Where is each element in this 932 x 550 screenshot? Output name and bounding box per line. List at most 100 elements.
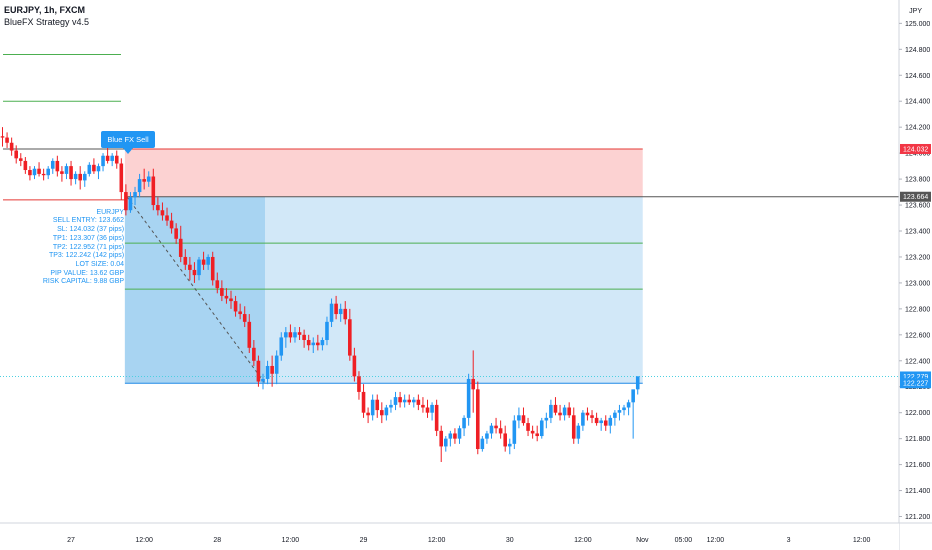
candle-body [146, 176, 151, 182]
price-tick-label: 124.400 [905, 99, 930, 106]
candle-body [439, 430, 444, 447]
candle-body [549, 404, 553, 418]
candle [82, 171, 87, 187]
candle [571, 407, 576, 444]
candle-body [28, 170, 32, 176]
candle-body [366, 412, 370, 416]
candle [64, 163, 69, 180]
candle-body [370, 399, 375, 416]
price-tick-label: 123.800 [905, 177, 930, 184]
candle-body [393, 397, 398, 405]
candle [128, 192, 133, 213]
candle-body [421, 404, 425, 408]
candle-body [46, 168, 50, 176]
candle [416, 394, 421, 411]
candle [530, 425, 535, 439]
candle-body [375, 399, 380, 411]
candle-body [443, 438, 448, 447]
candle [581, 410, 585, 431]
candle-body [503, 433, 507, 447]
time-tick-label: 3 [787, 537, 791, 544]
price-tick-label: 124.800 [905, 47, 930, 54]
candle [316, 334, 320, 351]
candle-body [448, 433, 453, 439]
info-lot-size: LOT SIZE: 0.04 [75, 260, 125, 268]
candle [256, 355, 261, 387]
candle-body [380, 410, 384, 416]
candle [14, 145, 19, 164]
candle [475, 381, 480, 455]
candle [558, 404, 562, 421]
candle-body [498, 428, 503, 434]
candle-body [229, 298, 233, 302]
candle [224, 288, 229, 304]
candle [142, 168, 146, 190]
candle-body [137, 179, 142, 193]
candle [201, 251, 206, 270]
candle [110, 153, 114, 167]
candle-body [599, 420, 603, 424]
candle-body [631, 389, 635, 403]
candle [402, 394, 407, 408]
candle [50, 158, 55, 174]
candle [101, 153, 105, 172]
candle [494, 417, 498, 434]
price-label-text: 124.032 [903, 146, 928, 153]
candle [521, 407, 526, 426]
price-label-bg [900, 378, 931, 389]
candle-body [320, 340, 325, 346]
candle-body [384, 407, 389, 416]
candle [626, 399, 631, 416]
candle [366, 407, 370, 424]
candle-body [32, 168, 37, 176]
candle-body [613, 412, 617, 418]
candle [448, 430, 453, 447]
candle-body [41, 173, 46, 176]
take-profit-reached-zone [124, 196, 265, 384]
candle [306, 334, 311, 351]
candle [28, 166, 32, 181]
candle-body [192, 269, 197, 276]
currency-label: JPY [909, 8, 922, 15]
candle [343, 301, 348, 325]
candle-body [329, 303, 334, 322]
candle-body [92, 164, 96, 172]
info-sell-entry: SELL ENTRY: 123.662 [52, 217, 125, 225]
candle-body [302, 334, 306, 341]
candle-body [142, 179, 146, 182]
price-tick-label: 124.600 [905, 73, 930, 80]
candle-body [224, 295, 229, 299]
candle-body [23, 160, 28, 171]
level-lines [0, 54, 899, 384]
candle [265, 360, 270, 385]
candle [384, 404, 389, 421]
candle-body [201, 259, 206, 265]
candle-body [576, 425, 581, 439]
candle [60, 166, 64, 182]
candle [480, 436, 485, 452]
trade-info-box: EURJPY SELL ENTRY: 123.662 SL: 124.032 (… [43, 209, 124, 287]
candle [562, 404, 567, 421]
candle [320, 337, 325, 351]
info-tp3: TP3: 122.242 (142 pips) [48, 252, 125, 260]
candle-body [233, 301, 238, 312]
candle-body [526, 423, 530, 431]
candle [87, 162, 92, 177]
candle [279, 332, 284, 361]
indicator-name[interactable]: BlueFX Strategy v4.5 [4, 17, 90, 27]
candle [146, 171, 151, 187]
position-zones [124, 148, 643, 384]
candle-body [471, 378, 476, 390]
price-tick-label: 121.400 [905, 488, 930, 495]
candle-body [457, 428, 462, 439]
candle-body [215, 280, 220, 289]
candle [41, 168, 46, 181]
candle-body [553, 404, 558, 413]
candle-body [261, 378, 265, 382]
candle [608, 415, 613, 434]
candle [485, 430, 489, 444]
candle [96, 163, 101, 180]
candles [0, 127, 640, 463]
